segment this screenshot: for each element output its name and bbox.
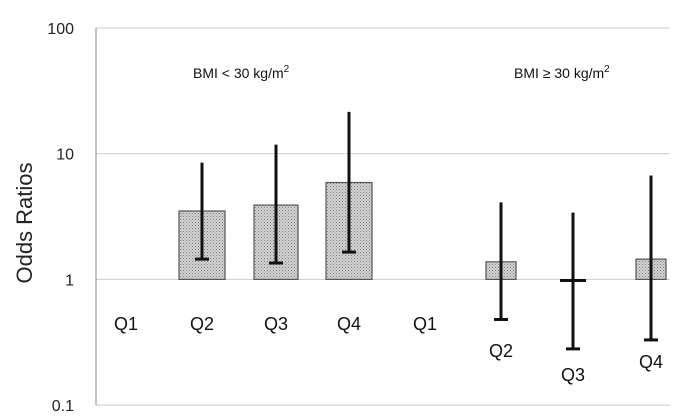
category-label: Q1 <box>413 314 437 334</box>
category-labels: Q1 Q2 Q3 Q4 Q1 Q2 Q3 Q4 <box>114 314 663 385</box>
category-label: Q2 <box>489 341 513 361</box>
category-label: Q3 <box>561 365 585 385</box>
y-tick-label: 10 <box>56 147 74 164</box>
category-label: Q4 <box>639 352 663 372</box>
group-label-bmi-under-30: BMI < 30 kg/m2 <box>193 64 290 81</box>
y-tick-label: 1 <box>65 272 74 289</box>
bars <box>178 181 667 281</box>
y-axis-label: Odds Ratios <box>12 162 37 283</box>
error-bars <box>195 111 658 351</box>
category-label: Q2 <box>190 314 214 334</box>
y-tick-labels: 0.1 1 10 100 <box>47 21 74 415</box>
group-label-bmi-30-plus: BMI ≥ 30 kg/m2 <box>514 64 610 81</box>
category-label: Q3 <box>264 314 288 334</box>
category-label: Q1 <box>114 314 138 334</box>
category-label: Q4 <box>337 314 361 334</box>
y-tick-label: 0.1 <box>52 398 74 415</box>
y-tick-label: 100 <box>47 21 74 38</box>
